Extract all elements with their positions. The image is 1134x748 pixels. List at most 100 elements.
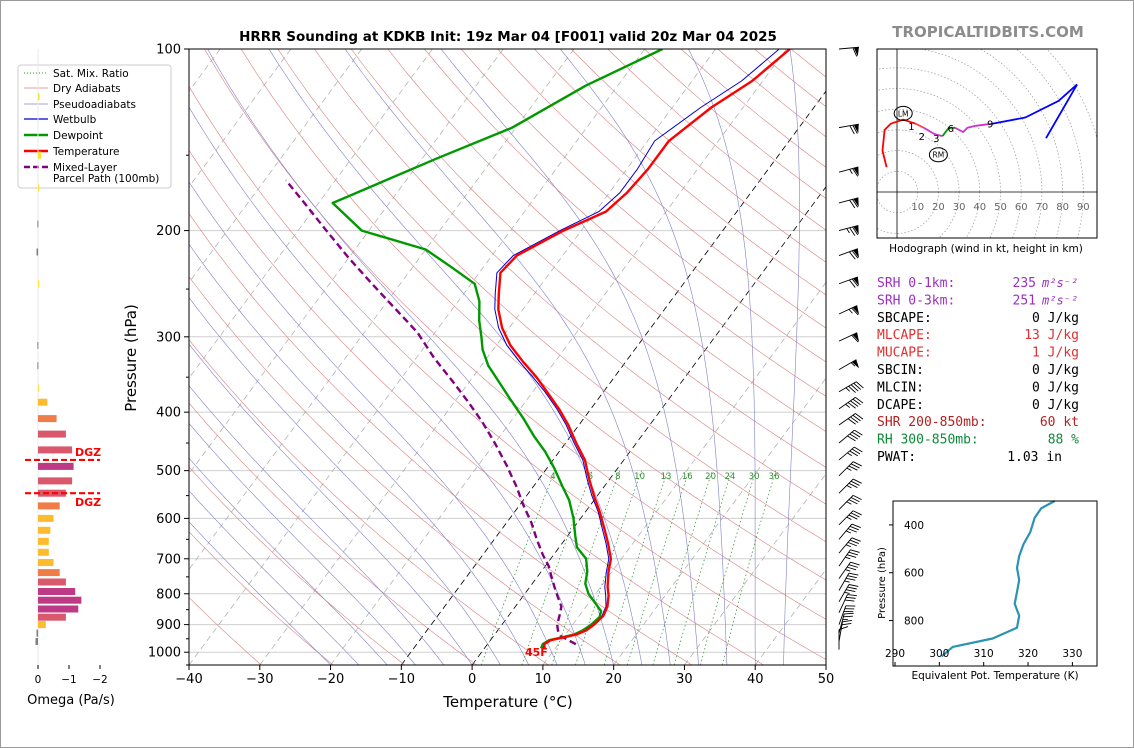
y-tick-label: 400 [156,406,181,421]
mixing-ratio-line [652,470,713,665]
omega-bar [38,398,48,406]
mixing-ratio-label: 10 [634,472,645,482]
omega-bar [38,537,49,545]
mixing-ratio-line [627,470,690,665]
dry-adiabat [189,339,549,665]
wind-barb [838,626,849,650]
wind-barb [838,197,859,209]
legend-label: Sat. Mix. Ratio [53,68,129,80]
hodograph-frame [876,48,1098,239]
theta-e-line [940,500,1056,658]
hodograph-height-label: 9 [987,120,993,131]
omega-bar [38,502,60,510]
hodograph-ring-label: 70 [1036,202,1049,213]
dry-adiabat [204,49,826,620]
mixing-ratio-label: 30 [749,472,760,482]
wind-barb [838,429,863,444]
dry-adiabat [189,402,477,665]
omega-tick-label: 0 [35,674,42,686]
mixing-ratio-line [722,470,777,665]
wind-barb [838,224,859,236]
wind-barb [838,461,862,477]
background-lines [189,49,826,665]
theta-e-panel: 290 300 310 320 330 400 600 800 Equivalent Pot.… [877,500,1098,682]
index-label: MLCAPE: [877,328,932,343]
legend-box [17,64,172,189]
mixing-ratio-label: 36 [769,472,780,482]
legend: Sat. Mix. Ratio Dry Adiabats Pseudoadiabat… [17,64,172,189]
index-value: 0 J/kg [1032,311,1079,326]
theta-e-frame [892,500,1098,667]
hodograph-trace [954,122,993,133]
omega-bar [38,514,54,522]
y-tick-label: 900 [156,618,181,633]
index-label: SRH 0-1km: [877,276,955,291]
hodograph-ring-label: 10 [911,202,924,213]
theta-e-x-tick-label: 330 [1062,648,1082,660]
theta-e-y-tick-label: 600 [904,568,924,580]
skewt-frame [188,48,827,666]
omega-bar [38,462,74,470]
y-tick-label: 800 [156,587,181,602]
pseudoadiabat [268,49,643,665]
storm-motion-label: LM [898,109,909,118]
theta-e-x-tick-label: 300 [929,648,949,660]
chart-title: HRRR Sounding at KDKB Init: 19z Mar 04 [… [239,29,777,45]
y-tick-label: 1000 [148,646,181,661]
wind-barb [838,584,859,603]
theta-e-y-tick-label: 400 [904,520,924,532]
pseudoadiabat [783,49,800,665]
skewt-axes: −40 −30 −20 −10 0 10 20 30 40 50 100 200 300 400 500 60… [148,43,834,688]
index-value: 1.03 in [1007,450,1062,465]
omega-bar [36,629,39,637]
dry-adiabat [189,597,262,665]
index-value: 13 J/kg [1024,328,1079,343]
profile-lines [284,49,791,649]
dry-adiabat [189,149,764,665]
omega-bar [38,430,66,438]
y-axis-label: Pressure (hPa) [122,304,140,412]
dry-adiabat [424,49,826,397]
isotherm [189,49,646,665]
x-tick-label: −10 [388,672,415,687]
wind-barb [838,572,859,591]
legend-label: Wetbulb [53,114,97,126]
dry-adiabat [189,276,621,665]
x-axis-label: Temperature (°C) [442,693,572,711]
hodograph-height-label: 6 [948,124,954,135]
index-label: SHR 200-850mb: [877,415,987,430]
index-label: PWAT: [877,450,916,465]
mixing-ratio-label: 20 [705,472,716,482]
wind-barb [838,381,864,393]
theta-e-x-tick-label: 310 [974,648,994,660]
omega-axis: 0 −1 −2 [35,665,108,686]
surface-temp-annotation: 45F [525,646,548,659]
index-label: SBCIN: [877,363,924,378]
index-label: SRH 0-3km: [877,293,955,308]
omega-bar [37,341,39,349]
legend-label: Dry Adiabats [53,83,121,95]
y-tick-label: 500 [156,464,181,479]
omega-bar [38,477,73,485]
wind-barb [838,537,861,554]
y-tick-label: 300 [156,330,181,345]
dgz-markers: DGZ DGZ [25,446,101,509]
mixing-ratio-label: 4 [550,472,555,482]
wind-barbs [838,46,864,650]
mixing-ratio-line [480,470,556,665]
dry-adiabat [497,49,826,329]
dgz-label: DGZ [75,496,101,509]
theta-e-y-tick-label: 800 [904,616,924,628]
omega-tick-label: −2 [92,674,107,686]
hodograph-trace [1045,83,1078,139]
wind-barb [838,594,857,613]
omega-bar [38,578,66,586]
omega-bar [38,415,57,423]
hodograph-height-label: 3 [933,134,939,145]
omega-bar [38,93,40,101]
mixing-ratio-label: 8 [615,472,620,482]
wind-barb [838,478,862,494]
omega-bar [37,220,39,228]
index-unit: m²s⁻² [1041,276,1078,290]
